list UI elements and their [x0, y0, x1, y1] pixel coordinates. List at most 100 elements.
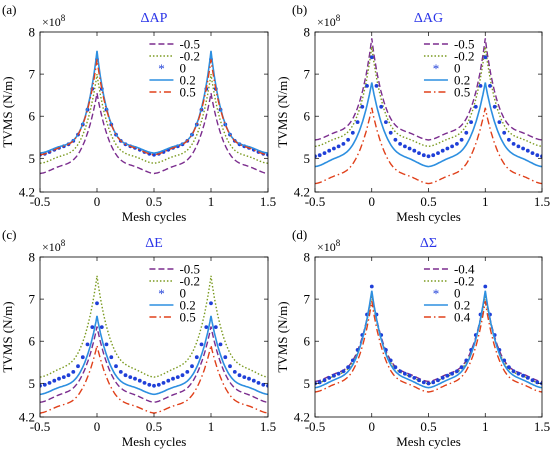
series-2-point	[128, 375, 133, 379]
panel-3: -0.5 0 0.5 1 1.5 4.2 5 6 7 8 ×108 ΔE (c) Mesh cycles T…	[0, 227, 276, 449]
series-2-point	[90, 325, 95, 329]
series-2-point	[80, 355, 85, 360]
series-2-point	[464, 130, 469, 135]
x-tick-label: 0	[94, 419, 101, 434]
series-2-point	[426, 154, 431, 159]
series-2-point	[436, 151, 440, 156]
legend: -0.5-0.2 * 00.20.5	[149, 37, 200, 100]
series-2-point	[407, 373, 412, 378]
series-2-point	[47, 381, 52, 385]
series-2-point	[530, 151, 535, 156]
series-2-point	[478, 84, 483, 88]
series-2-point	[360, 104, 365, 109]
series-1-line	[315, 46, 542, 148]
series-2-point	[525, 376, 530, 380]
series-2-point	[521, 146, 525, 151]
series-2-point	[322, 378, 327, 383]
series-2-point	[497, 120, 502, 124]
series-2-point	[242, 375, 247, 379]
x-tick-label: 0	[369, 194, 376, 209]
series-2-point	[455, 369, 459, 374]
legend-label: 0.4	[454, 310, 471, 325]
y-tick-label: 5	[304, 376, 311, 391]
series-2-point	[469, 120, 473, 124]
legend-label: 0.2	[454, 73, 470, 88]
y-tick-label: 4.2	[19, 185, 35, 200]
series-2-point	[540, 154, 542, 159]
y-tick-label: 5	[29, 376, 36, 391]
series-2-point	[228, 364, 232, 369]
series-2-point	[266, 152, 268, 157]
series-2-point	[346, 137, 350, 142]
series-2-point	[123, 373, 128, 378]
series-2-point	[213, 325, 218, 329]
legend-label: -0.2	[179, 49, 200, 64]
series-2-point	[535, 153, 540, 158]
series-2-point	[180, 373, 185, 378]
series-3-line	[315, 82, 542, 168]
series-2-point	[332, 373, 336, 378]
series-2-point	[403, 371, 407, 376]
series-3-line	[315, 290, 542, 389]
legend-label: -0.5	[179, 262, 200, 277]
series-2-point	[417, 378, 421, 383]
x-axis-label: Mesh cycles	[122, 209, 187, 224]
series-2-point	[426, 381, 431, 386]
series-2-point	[42, 382, 47, 387]
series-2-point	[327, 376, 332, 380]
series-4-line	[40, 59, 268, 156]
series-2-point	[421, 153, 426, 158]
x-tick-label: 0	[369, 419, 376, 434]
series-3-line	[40, 315, 268, 396]
series-2-point	[223, 355, 228, 360]
legend-label: 0.5	[179, 85, 195, 100]
panel-title: ΔE	[145, 236, 163, 251]
series-2-point	[440, 148, 445, 153]
legend-label: -0.2	[454, 274, 475, 289]
x-tick-label: 0	[94, 194, 101, 209]
y-axis-label: TVMS (N/m)	[0, 301, 15, 372]
series-2-point	[327, 148, 332, 153]
x-tick-label: 1.5	[260, 194, 276, 209]
series-4-line	[315, 301, 542, 393]
x-axis-label: Mesh cycles	[396, 209, 461, 224]
series-2-point	[336, 371, 341, 376]
series-2-point	[511, 142, 516, 146]
series-2-point	[369, 55, 374, 60]
series-2-point	[502, 130, 507, 135]
series-2-point	[450, 144, 454, 149]
series-2-point	[421, 380, 426, 385]
series-2-point	[161, 381, 166, 385]
series-2-point	[535, 380, 540, 385]
y-exponent-label: ×108	[317, 13, 341, 29]
series-2-point	[407, 146, 412, 151]
series-2-point	[194, 355, 199, 360]
legend-label: -0.2	[454, 49, 475, 64]
series-2-point	[374, 84, 379, 88]
series-2-point	[317, 380, 322, 385]
series-2-point	[525, 148, 530, 153]
series-2-point	[142, 381, 147, 385]
series-2-point	[71, 370, 76, 374]
x-tick-label: -0.5	[30, 194, 51, 209]
series-2-point	[204, 325, 209, 329]
series-2-point	[114, 364, 118, 369]
series-2-point	[40, 383, 42, 388]
y-exponent-label: ×108	[42, 13, 66, 29]
series-2-point	[261, 382, 266, 387]
series-2-point	[521, 373, 525, 378]
legend-label: 0.5	[454, 85, 470, 100]
series-2-point	[336, 144, 341, 149]
series-2-point	[455, 142, 459, 146]
series-2-point	[473, 104, 478, 109]
series-2-point	[66, 373, 71, 378]
y-tick-label: 4.2	[294, 410, 310, 425]
series-2-point	[317, 153, 322, 158]
legend: -0.4-0.2 * 00.20.4	[423, 262, 475, 325]
legend-marker: *	[158, 61, 165, 76]
panel-title: ΔAG	[414, 11, 443, 26]
series-2-point	[483, 284, 488, 289]
series-2-point	[445, 373, 450, 378]
y-tick-label: 4.2	[19, 410, 35, 425]
series-2-point	[431, 380, 436, 385]
